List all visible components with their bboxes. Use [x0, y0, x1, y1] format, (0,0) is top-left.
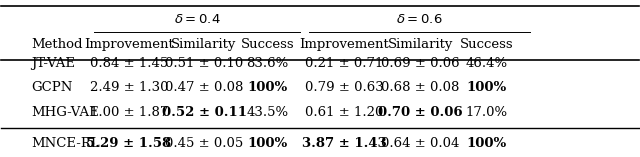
Text: 0.47 ± 0.08: 0.47 ± 0.08 — [165, 81, 243, 94]
Text: 83.6%: 83.6% — [246, 57, 289, 70]
Text: Similarity: Similarity — [388, 38, 453, 51]
Text: Success: Success — [241, 38, 294, 51]
Text: Method: Method — [31, 38, 83, 51]
Text: Improvement: Improvement — [84, 38, 173, 51]
Text: 100%: 100% — [467, 81, 507, 94]
Text: 0.51 ± 0.10: 0.51 ± 0.10 — [165, 57, 243, 70]
Text: 0.61 ± 1.20: 0.61 ± 1.20 — [305, 106, 383, 119]
Text: $\delta = 0.4$: $\delta = 0.4$ — [173, 13, 220, 26]
Text: Success: Success — [460, 38, 514, 51]
Text: 100%: 100% — [248, 81, 288, 94]
Text: 2.49 ± 1.30: 2.49 ± 1.30 — [90, 81, 168, 94]
Text: 0.70 ± 0.06: 0.70 ± 0.06 — [378, 106, 463, 119]
Text: 46.4%: 46.4% — [466, 57, 508, 70]
Text: 100%: 100% — [467, 137, 507, 150]
Text: 0.45 ± 0.05: 0.45 ± 0.05 — [165, 137, 243, 150]
Text: 1.00 ± 1.87: 1.00 ± 1.87 — [90, 106, 168, 119]
Text: 0.52 ± 0.11: 0.52 ± 0.11 — [161, 106, 246, 119]
Text: 17.0%: 17.0% — [466, 106, 508, 119]
Text: GCPN: GCPN — [31, 81, 73, 94]
Text: 43.5%: 43.5% — [246, 106, 289, 119]
Text: Similarity: Similarity — [172, 38, 237, 51]
Text: 0.79 ± 0.63: 0.79 ± 0.63 — [305, 81, 383, 94]
Text: MNCE-RL: MNCE-RL — [31, 137, 100, 150]
Text: 3.87 ± 1.43: 3.87 ± 1.43 — [302, 137, 387, 150]
Text: JT-VAE: JT-VAE — [31, 57, 76, 70]
Text: 0.84 ± 1.45: 0.84 ± 1.45 — [90, 57, 168, 70]
Text: 100%: 100% — [248, 137, 288, 150]
Text: $\delta = 0.6$: $\delta = 0.6$ — [396, 13, 442, 26]
Text: 0.69 ± 0.06: 0.69 ± 0.06 — [381, 57, 460, 70]
Text: Improvement: Improvement — [300, 38, 389, 51]
Text: 0.21 ± 0.71: 0.21 ± 0.71 — [305, 57, 383, 70]
Text: 0.68 ± 0.08: 0.68 ± 0.08 — [381, 81, 460, 94]
Text: MHG-VAE: MHG-VAE — [31, 106, 99, 119]
Text: 0.64 ± 0.04: 0.64 ± 0.04 — [381, 137, 460, 150]
Text: 5.29 ± 1.58: 5.29 ± 1.58 — [86, 137, 172, 150]
